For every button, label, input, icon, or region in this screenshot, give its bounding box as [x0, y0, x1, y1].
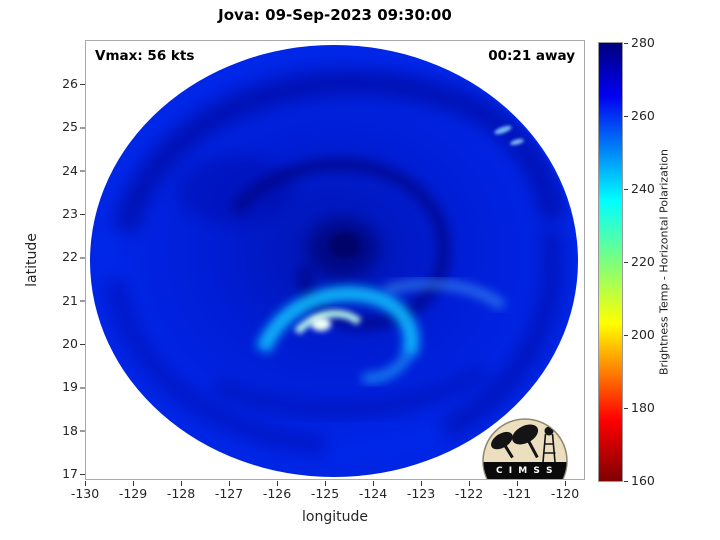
y-tick-label: 23: [62, 206, 78, 221]
x-axis-tick-marks: [85, 481, 585, 486]
cimss-logo-text: C I M S S: [496, 466, 554, 476]
x-tick-label: -130: [70, 486, 100, 501]
x-tick-label: -129: [118, 486, 148, 501]
x-tick-label: -120: [550, 486, 580, 501]
colorbar-tick-label: 180: [631, 400, 655, 415]
colorbar-gradient: [598, 42, 623, 482]
y-axis-tick-marks: [80, 84, 85, 475]
x-tick-label: -121: [502, 486, 532, 501]
x-tick-label: -127: [214, 486, 244, 501]
x-tick-label: -126: [262, 486, 292, 501]
hurricane-swath-image: [90, 45, 578, 477]
cimss-logo-graphic: C I M S S: [482, 418, 568, 480]
eta-annotation: 00:21 away: [488, 48, 575, 64]
cimss-logo: C I M S S: [482, 418, 568, 480]
plot-area: Vmax: 56 kts 00:21 away: [85, 40, 585, 480]
dish-icon: [512, 424, 539, 459]
dish-icon: [491, 431, 514, 459]
chart-title: Jova: 09-Sep-2023 09:30:00: [218, 6, 452, 24]
y-tick-label: 21: [62, 293, 78, 308]
x-tick-label: -124: [358, 486, 388, 501]
y-tick-label: 25: [62, 119, 78, 134]
x-tick-label: -123: [406, 486, 436, 501]
y-tick-label: 19: [62, 379, 78, 394]
x-tick-label: -125: [310, 486, 340, 501]
y-tick-label: 18: [62, 423, 78, 438]
y-tick-label: 24: [62, 163, 78, 178]
colorbar-tick-label: 260: [631, 108, 655, 123]
colorbar-tick-label: 220: [631, 254, 655, 269]
colorbar-tick-label: 240: [631, 181, 655, 196]
colorbar-tick-label: 160: [631, 473, 655, 488]
colorbar-tick-marks: [624, 43, 628, 482]
y-axis-label: latitude: [24, 233, 40, 287]
x-axis-label: longitude: [302, 509, 368, 525]
y-tick-label: 17: [62, 466, 78, 481]
y-tick-label: 22: [62, 249, 78, 264]
colorbar-tick-label: 200: [631, 327, 655, 342]
x-tick-label: -122: [454, 486, 484, 501]
colorbar-tick-label: 280: [631, 35, 655, 50]
x-tick-label: -128: [166, 486, 196, 501]
y-tick-label: 26: [62, 76, 78, 91]
vmax-annotation: Vmax: 56 kts: [95, 48, 195, 64]
y-tick-label: 20: [62, 336, 78, 351]
colorbar-label: Brightness Temp - Horizontal Polarizatio…: [657, 149, 671, 375]
